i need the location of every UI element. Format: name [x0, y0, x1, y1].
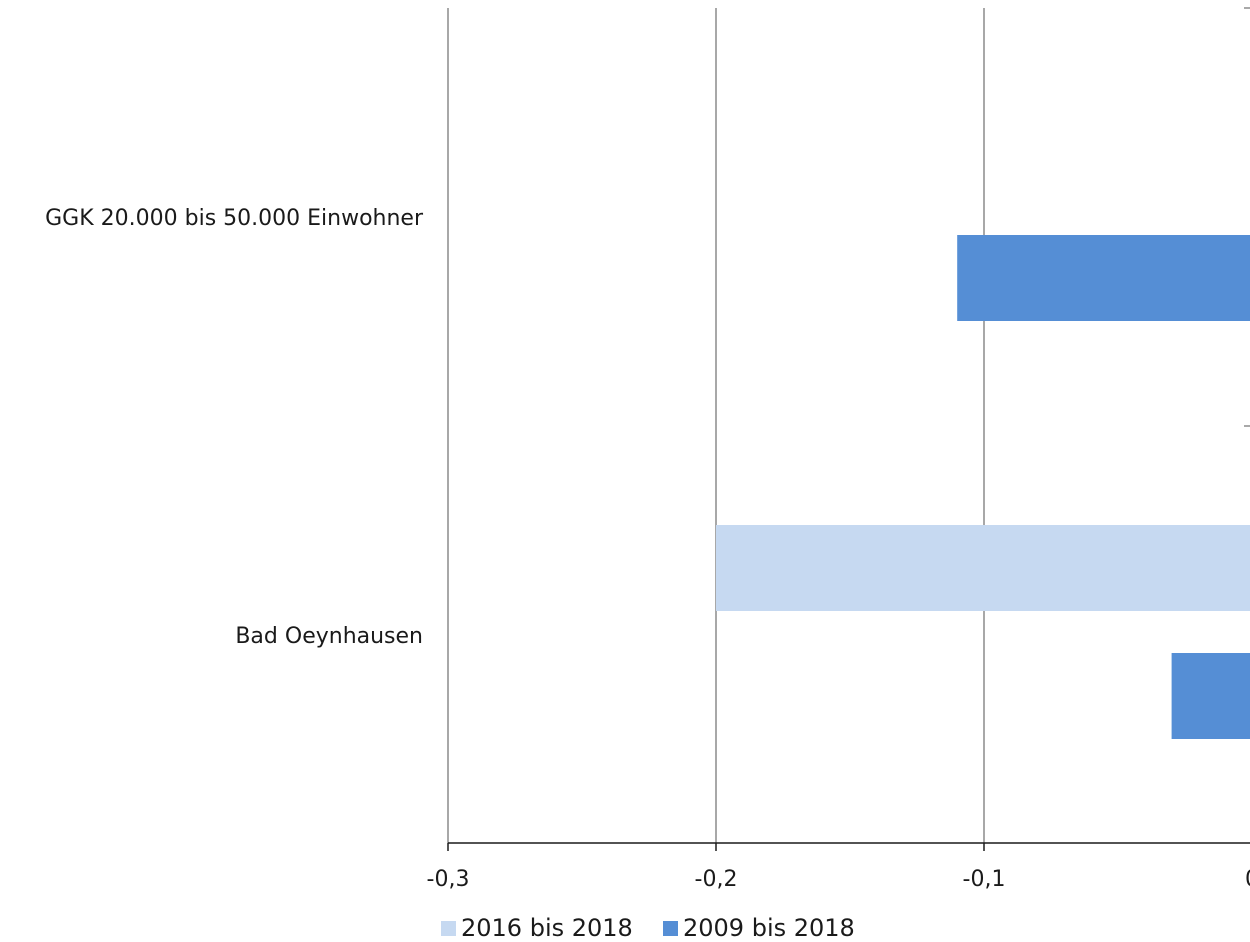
gridlines — [447, 8, 985, 843]
category-labels: GGK 20.000 bis 50.000 Einwohner Bad Oeynh… — [45, 206, 424, 649]
legend: 2016 bis 2018 2009 bis 2018 — [441, 914, 855, 942]
x-tick-labels: -0,3 -0,2 -0,1 0 — [427, 867, 1250, 892]
legend-label: 2009 bis 2018 — [683, 914, 855, 942]
legend-swatch — [663, 921, 678, 936]
x-tick-label: -0,1 — [963, 867, 1006, 892]
category-label: GGK 20.000 bis 50.000 Einwohner — [45, 206, 424, 231]
x-tick-label: -0,2 — [695, 867, 738, 892]
bar — [716, 525, 1250, 611]
bar — [1171, 653, 1250, 739]
x-tick-label: 0 — [1245, 867, 1250, 892]
bars — [716, 235, 1250, 739]
category-label: Bad Oeynhausen — [235, 624, 423, 649]
legend-swatch — [441, 921, 456, 936]
bar — [957, 235, 1250, 321]
x-tick-label: -0,3 — [427, 867, 470, 892]
legend-label: 2016 bis 2018 — [461, 914, 633, 942]
axes — [447, 7, 1250, 851]
